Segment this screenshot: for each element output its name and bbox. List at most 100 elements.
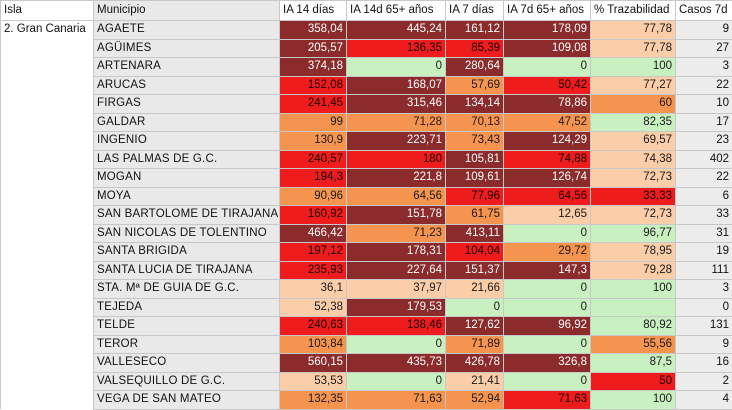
header-ia-7-dias[interactable]: IA 7 días <box>445 0 504 21</box>
ia-14d-65-cell[interactable]: 435,73 <box>346 353 446 373</box>
trazabilidad-cell[interactable]: 100 <box>590 57 676 77</box>
ia-14d-65-cell[interactable]: 445,24 <box>346 20 446 40</box>
ia-7d-65-cell[interactable]: 147,3 <box>503 260 591 280</box>
ia-7d-65-cell[interactable]: 124,29 <box>503 131 591 151</box>
ia-7-dias-cell[interactable]: 151,37 <box>445 260 504 280</box>
casos-7d-cell[interactable]: 0 <box>675 297 732 317</box>
ia-14-dias-cell[interactable]: 560,15 <box>279 353 347 373</box>
casos-7d-cell[interactable]: 22 <box>675 75 732 95</box>
ia-7-dias-cell[interactable]: 21,41 <box>445 371 504 391</box>
ia-7-dias-cell[interactable]: 134,14 <box>445 94 504 114</box>
trazabilidad-cell[interactable]: 50 <box>590 371 676 391</box>
casos-7d-cell[interactable]: 3 <box>675 57 732 77</box>
ia-7d-65-cell[interactable]: 74,88 <box>503 149 591 169</box>
trazabilidad-cell[interactable]: 80,92 <box>590 316 676 336</box>
ia-7d-65-cell[interactable]: 0 <box>503 57 591 77</box>
ia-7d-65-cell[interactable]: 0 <box>503 223 591 243</box>
municipio-cell[interactable]: VALLESECO <box>93 353 280 373</box>
ia-14-dias-cell[interactable]: 235,93 <box>279 260 347 280</box>
casos-7d-cell[interactable]: 131 <box>675 316 732 336</box>
ia-14-dias-cell[interactable]: 197,12 <box>279 242 347 262</box>
isla-cell[interactable]: 2. Gran Canaria <box>0 20 94 409</box>
header-ia-14-dias[interactable]: IA 14 días <box>279 0 347 21</box>
header-municipio[interactable]: Municipio <box>93 0 280 21</box>
casos-7d-cell[interactable]: 17 <box>675 112 732 132</box>
municipio-cell[interactable]: FIRGAS <box>93 94 280 114</box>
ia-7-dias-cell[interactable]: 109,61 <box>445 168 504 188</box>
ia-7-dias-cell[interactable]: 57,69 <box>445 75 504 95</box>
municipio-cell[interactable]: VEGA DE SAN MATEO <box>93 390 280 410</box>
municipio-cell[interactable]: SANTA BRIGIDA <box>93 242 280 262</box>
ia-14d-65-cell[interactable]: 151,78 <box>346 205 446 225</box>
trazabilidad-cell[interactable]: 72,73 <box>590 168 676 188</box>
casos-7d-cell[interactable]: 9 <box>675 334 732 354</box>
trazabilidad-cell[interactable]: 72,73 <box>590 205 676 225</box>
municipio-cell[interactable]: SANTA LUCIA DE TIRAJANA <box>93 260 280 280</box>
ia-7d-65-cell[interactable]: 12,65 <box>503 205 591 225</box>
ia-14d-65-cell[interactable]: 71,63 <box>346 390 446 410</box>
ia-14d-65-cell[interactable]: 180 <box>346 149 446 169</box>
ia-14-dias-cell[interactable]: 152,08 <box>279 75 347 95</box>
trazabilidad-cell[interactable]: 87,5 <box>590 353 676 373</box>
ia-7-dias-cell[interactable]: 85,39 <box>445 38 504 58</box>
ia-14-dias-cell[interactable]: 130,9 <box>279 131 347 151</box>
municipio-cell[interactable]: STA. Mª DE GUIA DE G.C. <box>93 279 280 299</box>
ia-14d-65-cell[interactable]: 0 <box>346 334 446 354</box>
trazabilidad-cell[interactable]: 60 <box>590 94 676 114</box>
trazabilidad-cell[interactable]: 82,35 <box>590 112 676 132</box>
ia-7-dias-cell[interactable]: 70,13 <box>445 112 504 132</box>
casos-7d-cell[interactable]: 3 <box>675 279 732 299</box>
trazabilidad-cell[interactable]: 69,57 <box>590 131 676 151</box>
ia-14-dias-cell[interactable]: 240,63 <box>279 316 347 336</box>
ia-14-dias-cell[interactable]: 194,3 <box>279 168 347 188</box>
ia-14d-65-cell[interactable]: 221,8 <box>346 168 446 188</box>
casos-7d-cell[interactable]: 10 <box>675 94 732 114</box>
municipio-cell[interactable]: ARUCAS <box>93 75 280 95</box>
ia-7-dias-cell[interactable]: 104,04 <box>445 242 504 262</box>
casos-7d-cell[interactable]: 9 <box>675 20 732 40</box>
ia-7d-65-cell[interactable]: 29,72 <box>503 242 591 262</box>
ia-14d-65-cell[interactable]: 138,46 <box>346 316 446 336</box>
ia-7d-65-cell[interactable]: 78,86 <box>503 94 591 114</box>
casos-7d-cell[interactable]: 2 <box>675 371 732 391</box>
municipio-cell[interactable]: TEJEDA <box>93 297 280 317</box>
casos-7d-cell[interactable]: 402 <box>675 149 732 169</box>
ia-7-dias-cell[interactable]: 105,81 <box>445 149 504 169</box>
ia-7-dias-cell[interactable]: 413,11 <box>445 223 504 243</box>
ia-14-dias-cell[interactable]: 103,84 <box>279 334 347 354</box>
ia-14-dias-cell[interactable]: 358,04 <box>279 20 347 40</box>
casos-7d-cell[interactable]: 22 <box>675 168 732 188</box>
ia-14d-65-cell[interactable]: 0 <box>346 371 446 391</box>
trazabilidad-cell[interactable]: 96,77 <box>590 223 676 243</box>
municipio-cell[interactable]: SAN BARTOLOME DE TIRAJANA <box>93 205 280 225</box>
header-casos-7d[interactable]: Casos 7d <box>675 0 732 21</box>
ia-7d-65-cell[interactable]: 178,09 <box>503 20 591 40</box>
municipio-cell[interactable]: ARTENARA <box>93 57 280 77</box>
municipio-cell[interactable]: MOGAN <box>93 168 280 188</box>
municipio-cell[interactable]: TELDE <box>93 316 280 336</box>
ia-7-dias-cell[interactable]: 21,66 <box>445 279 504 299</box>
casos-7d-cell[interactable]: 31 <box>675 223 732 243</box>
trazabilidad-cell[interactable]: 100 <box>590 390 676 410</box>
casos-7d-cell[interactable]: 111 <box>675 260 732 280</box>
trazabilidad-cell[interactable]: 77,27 <box>590 75 676 95</box>
casos-7d-cell[interactable]: 16 <box>675 353 732 373</box>
casos-7d-cell[interactable]: 33 <box>675 205 732 225</box>
trazabilidad-cell[interactable]: 33,33 <box>590 186 676 206</box>
ia-14d-65-cell[interactable]: 71,23 <box>346 223 446 243</box>
ia-7-dias-cell[interactable]: 71,89 <box>445 334 504 354</box>
casos-7d-cell[interactable]: 4 <box>675 390 732 410</box>
ia-14d-65-cell[interactable]: 0 <box>346 57 446 77</box>
casos-7d-cell[interactable]: 19 <box>675 242 732 262</box>
ia-14-dias-cell[interactable]: 160,92 <box>279 205 347 225</box>
ia-14-dias-cell[interactable]: 53,53 <box>279 371 347 391</box>
trazabilidad-cell[interactable]: 74,38 <box>590 149 676 169</box>
ia-14-dias-cell[interactable]: 205,57 <box>279 38 347 58</box>
trazabilidad-cell[interactable]: 100 <box>590 279 676 299</box>
ia-7-dias-cell[interactable]: 426,78 <box>445 353 504 373</box>
header-ia-14d-65[interactable]: IA 14d 65+ años <box>346 0 446 21</box>
municipio-cell[interactable]: SAN NICOLAS DE TOLENTINO <box>93 223 280 243</box>
trazabilidad-cell[interactable]: 77,78 <box>590 38 676 58</box>
municipio-cell[interactable]: TEROR <box>93 334 280 354</box>
ia-7-dias-cell[interactable]: 77,96 <box>445 186 504 206</box>
